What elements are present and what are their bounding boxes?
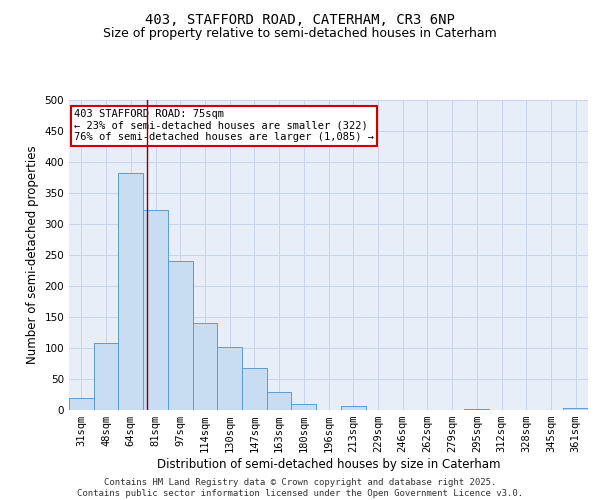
Bar: [242, 368, 267, 410]
Y-axis label: Number of semi-detached properties: Number of semi-detached properties: [26, 146, 39, 364]
Bar: [168, 260, 193, 410]
Bar: [193, 322, 217, 410]
Bar: [341, 406, 365, 410]
Bar: [563, 408, 588, 410]
Bar: [118, 172, 143, 410]
Bar: [267, 392, 292, 410]
Text: 403, STAFFORD ROAD, CATERHAM, CR3 6NP: 403, STAFFORD ROAD, CATERHAM, CR3 6NP: [145, 12, 455, 26]
Bar: [94, 343, 118, 410]
Bar: [217, 348, 242, 410]
Text: Size of property relative to semi-detached houses in Caterham: Size of property relative to semi-detach…: [103, 28, 497, 40]
Text: 403 STAFFORD ROAD: 75sqm
← 23% of semi-detached houses are smaller (322)
76% of : 403 STAFFORD ROAD: 75sqm ← 23% of semi-d…: [74, 110, 374, 142]
Bar: [69, 398, 94, 410]
Text: Contains HM Land Registry data © Crown copyright and database right 2025.
Contai: Contains HM Land Registry data © Crown c…: [77, 478, 523, 498]
X-axis label: Distribution of semi-detached houses by size in Caterham: Distribution of semi-detached houses by …: [157, 458, 500, 471]
Bar: [292, 404, 316, 410]
Bar: [464, 409, 489, 410]
Bar: [143, 210, 168, 410]
